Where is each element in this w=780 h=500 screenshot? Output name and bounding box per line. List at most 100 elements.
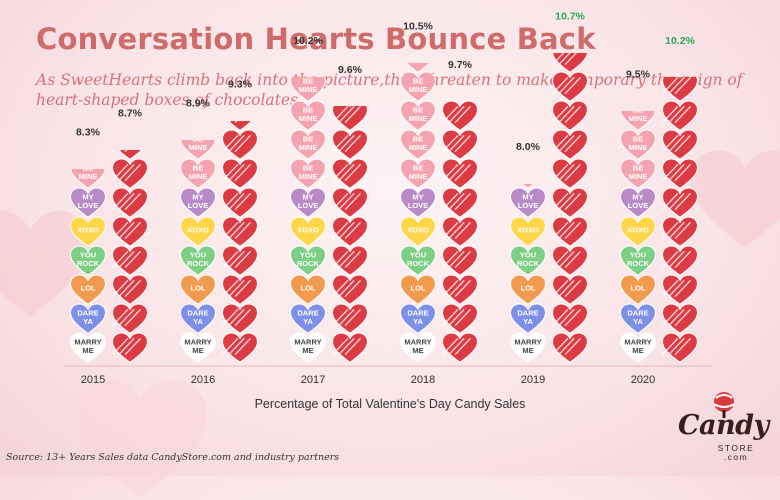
chocolate-heart — [331, 245, 369, 276]
chocolate-heart — [441, 158, 479, 189]
bar-2020-series-2 — [661, 77, 699, 363]
bar-2017-series-1: MARRYMEDAREYALOLYOUROCKXOXOMYLOVEBEMINEB… — [289, 76, 327, 363]
logo-name: Candy — [678, 410, 769, 441]
candy-message: BE — [633, 163, 643, 172]
candy-heart: XOXO — [289, 216, 327, 247]
candy-message: MINE — [409, 172, 428, 181]
candy-heart: LOL — [509, 274, 547, 305]
candy-heart: XOXO — [399, 216, 437, 247]
bar-2018-series-2 — [441, 100, 479, 363]
data-label-2015-series-2: 8.7% — [118, 107, 143, 119]
candy-message: XOXO — [77, 226, 99, 235]
chocolate-heart — [551, 332, 589, 363]
chocolate-heart — [551, 303, 589, 334]
bar-2017-series-2 — [331, 106, 369, 363]
chocolate-heart — [111, 150, 143, 160]
bar-2016-series-2 — [221, 121, 259, 363]
candy-message: MINE — [409, 143, 428, 152]
chocolate-heart — [111, 303, 149, 334]
candy-message: LOL — [301, 284, 316, 293]
candy-heart: LOL — [619, 274, 657, 305]
candy-message: XOXO — [297, 226, 319, 235]
candy-message: ROCK — [77, 259, 100, 268]
chocolate-heart — [661, 100, 699, 131]
candy-message: ME — [632, 346, 643, 355]
candy-message: YA — [633, 317, 643, 326]
bar-2018-series-1: MARRYMEDAREYALOLYOUROCKXOXOMYLOVEBEMINEB… — [399, 56, 437, 363]
candy-message: YA — [303, 317, 313, 326]
bar-2020-series-1: MARRYMEDAREYALOLYOUROCKXOXOMYLOVEBEMINEB… — [619, 111, 657, 363]
chocolate-heart — [441, 187, 479, 218]
candy-message: BE — [303, 76, 313, 85]
chocolate-heart — [221, 121, 253, 131]
chocolate-heart — [661, 303, 699, 334]
candy-message: LOVE — [518, 201, 538, 210]
x-tick-label-2019: 2019 — [521, 374, 545, 386]
candy-message: YOU — [190, 250, 206, 259]
candy-message: BE — [303, 134, 313, 143]
background-heart-bottom — [73, 380, 207, 498]
candy-message: BE — [633, 134, 643, 143]
candy-message: MINE — [299, 85, 318, 94]
candy-message: BE — [413, 105, 423, 114]
candy-message: YA — [523, 317, 533, 326]
chocolate-heart — [221, 216, 259, 247]
candy-message: YOU — [300, 250, 316, 259]
chocolate-heart — [551, 100, 589, 131]
candy-heart: XOXO — [509, 216, 547, 247]
candy-message: LOL — [521, 284, 536, 293]
chocolate-heart — [221, 187, 259, 218]
candy-message: MINE — [629, 143, 648, 152]
data-label-2018-series-2: 9.7% — [448, 59, 473, 71]
chocolate-heart — [331, 187, 369, 218]
candy-message: LOL — [631, 284, 646, 293]
candy-message: MINE — [299, 172, 318, 181]
candy-heart: LOL — [179, 274, 217, 305]
candy-message: ROCK — [187, 259, 210, 268]
chart: MARRYMEDAREYALOLYOUROCKXOXOMYLOVEBEMINE8… — [64, 11, 712, 386]
chocolate-heart — [221, 274, 259, 305]
candy-message: ME — [192, 346, 203, 355]
chocolate-heart — [661, 187, 699, 218]
candy-message: DARE — [407, 308, 428, 317]
chocolate-heart — [551, 71, 589, 102]
bar-2016-series-1: MARRYMEDAREYALOLYOUROCKXOXOMYLOVEBEMINEB… — [179, 140, 217, 363]
candy-message: MARRY — [294, 337, 321, 346]
x-tick-label-2015: 2015 — [81, 374, 105, 386]
x-tick-label-2020: 2020 — [631, 374, 655, 386]
candy-message: MINE — [629, 172, 648, 181]
chocolate-heart — [551, 129, 589, 160]
candy-message: MINE — [409, 56, 428, 65]
candy-message: LOVE — [408, 201, 428, 210]
data-label-2017-series-2: 9.6% — [338, 64, 363, 76]
candy-message: ROCK — [517, 259, 540, 268]
candy-message: MARRY — [624, 337, 651, 346]
bar-2019-series-2 — [551, 53, 589, 363]
x-tick-label-2016: 2016 — [191, 374, 215, 386]
chocolate-heart — [331, 332, 369, 363]
candy-heart: XOXO — [619, 216, 657, 247]
chocolate-heart — [551, 158, 589, 189]
data-label-2020-series-1: 9.5% — [626, 69, 651, 81]
chocolate-heart — [221, 245, 259, 276]
data-label-2016-series-2: 9.3% — [228, 78, 253, 90]
candy-message: LOL — [81, 284, 96, 293]
chocolate-heart — [111, 187, 149, 218]
